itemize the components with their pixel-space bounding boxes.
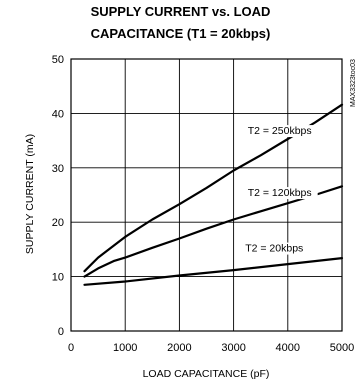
y-tick-label: 20 bbox=[52, 217, 64, 229]
x-tick-label: 5000 bbox=[330, 342, 354, 354]
series-label-backing bbox=[241, 125, 318, 138]
series-line bbox=[83, 185, 344, 278]
x-tick-label: 2000 bbox=[167, 342, 191, 354]
series-line bbox=[83, 257, 344, 286]
x-tick-label: 0 bbox=[68, 342, 74, 354]
label-layer: LOAD CAPACITANCE (pF) SUPPLY CURRENT (mA… bbox=[24, 59, 357, 380]
x-axis-label: LOAD CAPACITANCE (pF) bbox=[143, 368, 270, 380]
grid-layer bbox=[71, 59, 342, 331]
part-number-annotation: MAX3323toc03 bbox=[350, 59, 357, 107]
plot-frame bbox=[70, 58, 343, 332]
y-tick-label: 50 bbox=[52, 54, 64, 66]
series-label: T2 = 120kbps bbox=[248, 187, 312, 199]
y-tick-label: 40 bbox=[52, 108, 64, 120]
y-tick-label: 0 bbox=[58, 326, 64, 338]
series-label: T2 = 250kbps bbox=[248, 125, 312, 137]
y-axis-label: SUPPLY CURRENT (mA) bbox=[24, 134, 36, 254]
series-layer: T2 = 250kbps T2 = 120kbps T2 = 20kbps bbox=[83, 103, 344, 286]
x-tick-label: 1000 bbox=[113, 342, 137, 354]
series-label-backing bbox=[241, 187, 318, 200]
x-tick-label: 4000 bbox=[276, 342, 300, 354]
y-tick-label: 30 bbox=[52, 163, 64, 175]
chart-title-line-2: CAPACITANCE (T1 = 20kbps) bbox=[90, 26, 271, 41]
y-tick-label: 10 bbox=[52, 272, 64, 284]
series-label-backing bbox=[236, 242, 313, 255]
series-label: T2 = 20kbps bbox=[245, 243, 303, 255]
tick-layer: 0 1000 2000 3000 4000 5000 0 10 20 30 40 50 bbox=[52, 54, 354, 354]
x-tick-label: 3000 bbox=[221, 342, 245, 354]
chart-title-line-1: SUPPLY CURRENT vs. LOAD bbox=[90, 4, 271, 19]
